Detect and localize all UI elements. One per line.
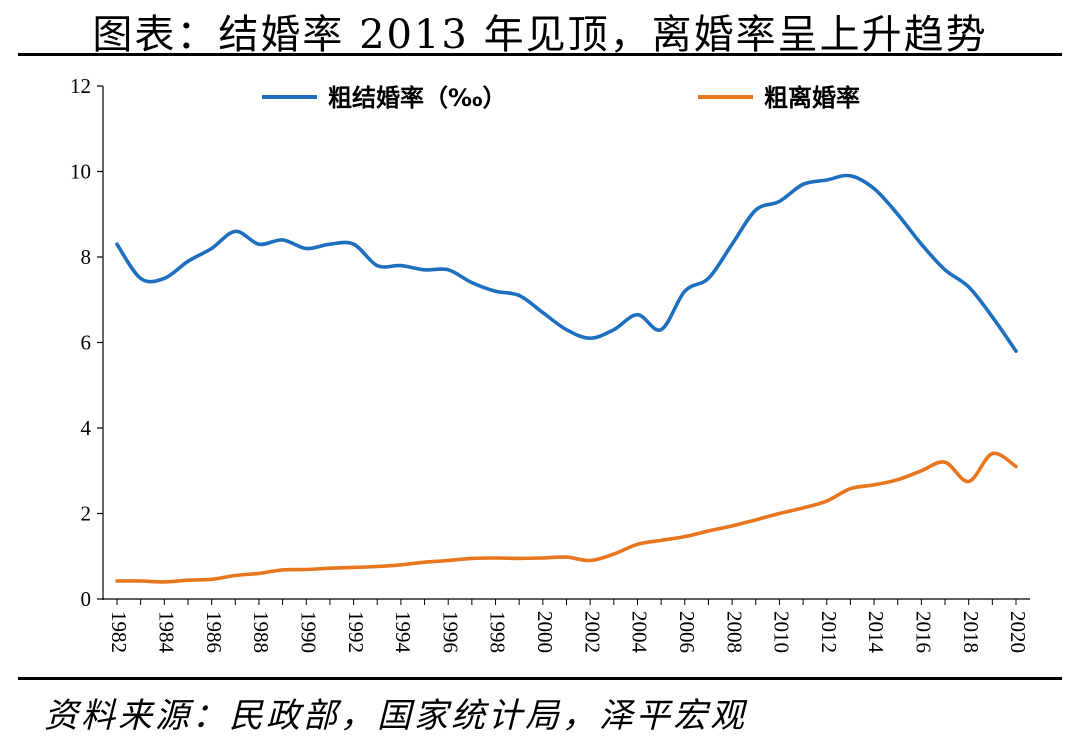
y-tick-label: 10 <box>70 160 91 184</box>
y-tick-label: 2 <box>81 502 92 526</box>
x-tick-label: 1990 <box>296 611 320 653</box>
x-tick-label: 2006 <box>675 611 699 653</box>
x-tick-label: 2004 <box>628 611 652 654</box>
x-tick-label: 2020 <box>1006 611 1030 653</box>
x-tick-label: 2008 <box>722 611 746 653</box>
chart-title: 图表：结婚率 2013 年见顶，离婚率呈上升趋势 <box>92 12 988 58</box>
x-tick-label: 1984 <box>155 611 179 654</box>
y-tick-label: 6 <box>81 331 92 355</box>
x-tick-label: 1996 <box>438 611 462 653</box>
source-rule <box>18 677 1062 680</box>
x-tick-label: 2018 <box>959 611 983 653</box>
line-chart: 0 2 4 6 8 10 12 1982 1984 1986 1988 1990 1992 1994 199… <box>70 74 1030 654</box>
x-tick-label: 1982 <box>107 611 131 653</box>
x-tick-label: 2010 <box>770 611 794 653</box>
y-tick-label: 0 <box>81 587 92 611</box>
x-tick-label: 1994 <box>391 611 415 654</box>
divorce-rate-line <box>115 451 1018 584</box>
y-tick-label: 8 <box>81 245 92 269</box>
marriage-rate-line <box>115 173 1018 353</box>
x-tick-label: 1992 <box>344 611 368 653</box>
x-tick-label: 2016 <box>912 611 936 653</box>
x-tick-label: 2012 <box>817 611 841 653</box>
x-tick-label: 1986 <box>202 611 226 653</box>
title-rule <box>18 53 1062 56</box>
legend-label: 粗离婚率 <box>764 84 860 112</box>
x-tick-label: 1988 <box>249 611 273 653</box>
source-note: 资料来源：民政部，国家统计局，泽平宏观 <box>44 696 747 736</box>
legend-label: 粗结婚率（‰） <box>328 84 507 112</box>
x-tick-label: 1998 <box>486 611 510 653</box>
x-tick-label: 2000 <box>533 611 557 653</box>
x-tick-label: 2014 <box>864 611 888 654</box>
y-tick-label: 12 <box>70 74 91 98</box>
x-tick-label: 2002 <box>580 611 604 653</box>
y-tick-label: 4 <box>81 416 92 440</box>
